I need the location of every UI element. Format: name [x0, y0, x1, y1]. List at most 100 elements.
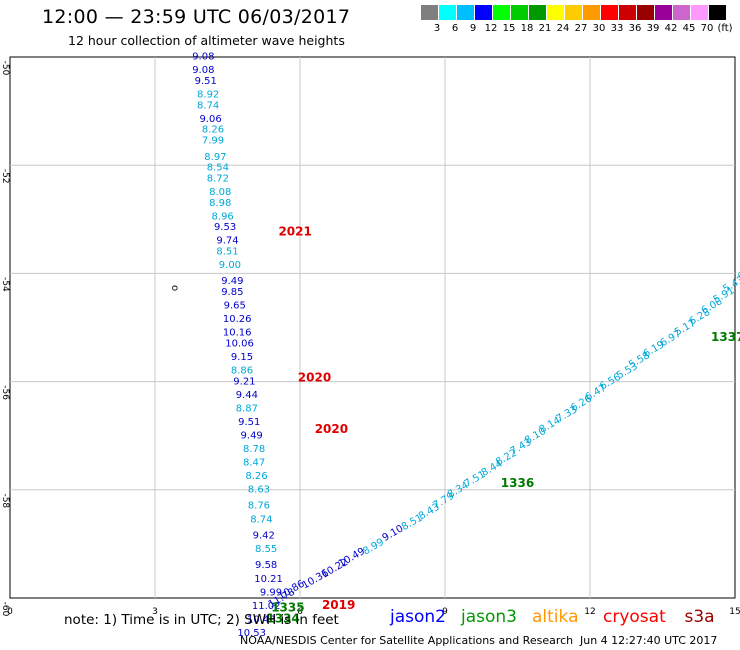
- wave-height-value: 8.08: [209, 187, 231, 198]
- wave-height-value: 6.6: [736, 265, 740, 282]
- orbit-number: 1336: [501, 476, 534, 490]
- wave-height-value: 11.02: [252, 601, 281, 612]
- wave-height-value: 9.00: [219, 260, 241, 271]
- wave-height-value: 8.55: [255, 544, 277, 555]
- scale-label: 24: [556, 23, 570, 34]
- scale-label: 36: [628, 23, 642, 34]
- scale-label: 18: [520, 23, 534, 34]
- wave-height-value: 9.08: [192, 52, 214, 63]
- scale-swatch: [511, 5, 528, 20]
- scale-swatch: [439, 5, 456, 20]
- wave-height-value: 8.26: [202, 125, 224, 136]
- axis-ticks: 0 3 6 9 12 15 -50 -52 -54 -56 -58 -60: [0, 61, 740, 617]
- scale-label: 45: [682, 23, 696, 34]
- wave-height-value: 9.85: [221, 287, 243, 298]
- orbit-number: 2021: [278, 225, 311, 239]
- wave-height-value: 10.26: [223, 314, 252, 325]
- scale-swatch: [529, 5, 546, 20]
- wave-height-value: 8.97: [204, 152, 226, 163]
- scale-label: 6: [451, 23, 459, 34]
- orbit-number: 1334: [266, 611, 299, 625]
- wave-height-value: 8.74: [197, 100, 219, 111]
- wave-height-value: 9.51: [195, 76, 217, 87]
- lon-tick-label: 0: [7, 607, 13, 617]
- scale-swatch: [637, 5, 654, 20]
- wave-height-value: 9.99: [260, 587, 282, 598]
- scale-label: 70: [700, 23, 714, 34]
- island-label: o: [169, 285, 180, 291]
- scale-label: 12: [484, 23, 498, 34]
- orbit-number: 1335: [271, 601, 304, 615]
- wave-height-value: 8.47: [243, 457, 265, 468]
- graticule: [10, 57, 735, 598]
- satellite-legend-jason2: jason2: [390, 607, 446, 627]
- wave-height-value: 9.44: [236, 390, 258, 401]
- wave-height-value: 8.86: [231, 365, 253, 376]
- wave-height-value: 10.43: [247, 614, 276, 625]
- jason-track-south-north: 9.089.089.518.928.749.068.267.998.978.54…: [192, 52, 283, 639]
- wave-height-value: 8.99: [361, 537, 386, 558]
- lat-tick-label: -52: [0, 169, 10, 184]
- wave-height-value: 9.58: [255, 560, 277, 571]
- lon-tick-label: 6: [297, 607, 303, 617]
- wave-height-value: 9.06: [199, 114, 221, 125]
- scale-swatch: [547, 5, 564, 20]
- scale-swatch: [601, 5, 618, 20]
- page-subtitle: 12 hour collection of altimeter wave hei…: [68, 33, 345, 48]
- wave-height-value: 8.87: [236, 403, 258, 414]
- wave-height-value: 9.53: [214, 222, 236, 233]
- lon-tick-label: 15: [729, 607, 740, 617]
- lon-tick-label: 12: [584, 607, 595, 617]
- scale-swatch: [655, 5, 672, 20]
- satellite-legend-cryosat: cryosat: [603, 607, 666, 627]
- wave-height-value: 8.54: [207, 163, 229, 174]
- wave-height-value: 10.21: [254, 574, 283, 585]
- scale-label: 3: [433, 23, 441, 34]
- wave-height-value: 8.26: [245, 471, 267, 482]
- wave-height-value: 8.76: [248, 501, 270, 512]
- scale-label: 15: [502, 23, 516, 34]
- wave-height-value: 8.74: [250, 514, 272, 525]
- lon-tick-label: 3: [152, 607, 158, 617]
- scale-swatch: [493, 5, 510, 20]
- scale-swatch: [709, 5, 726, 20]
- scale-label: 33: [610, 23, 624, 34]
- wave-height-value: 8.92: [197, 90, 219, 101]
- lat-tick-label: -54: [0, 277, 10, 292]
- wave-height-value: 9.49: [241, 430, 263, 441]
- wave-height-value: 10.53: [237, 628, 266, 639]
- page-title: 12:00 — 23:59 UTC 06/03/2017: [42, 6, 351, 28]
- scale-swatch: [619, 5, 636, 20]
- wave-height-value: 8.63: [248, 485, 270, 496]
- satellite-legend-altika: altika: [532, 607, 579, 627]
- timestamp: Jun 4 12:27:40 UTC 2017: [580, 634, 718, 647]
- satellite-legend-jason3: jason3: [461, 607, 517, 627]
- scale-label: 30: [592, 23, 606, 34]
- scale-label: 9: [469, 23, 477, 34]
- lat-tick-label: -56: [0, 385, 10, 400]
- scale-label: 39: [646, 23, 660, 34]
- orbit-number: 2020: [315, 422, 348, 436]
- credit-text: NOAA/NESDIS Center for Satellite Applica…: [240, 634, 574, 647]
- scale-swatch: [475, 5, 492, 20]
- scale-label: 27: [574, 23, 588, 34]
- scale-swatch: [691, 5, 708, 20]
- wave-height-value: 8.96: [212, 211, 234, 222]
- orbit-number: 1337: [711, 330, 740, 344]
- wave-height-value: 9.65: [224, 301, 246, 312]
- map-frame: [9, 56, 736, 599]
- lat-tick-label: -60: [0, 602, 10, 617]
- orbit-number: 2019: [322, 598, 355, 612]
- wave-height-value: 9.74: [216, 236, 238, 247]
- wave-height-value: 7.99: [202, 136, 224, 147]
- lat-tick-label: -50: [0, 61, 10, 76]
- scale-label: 21: [538, 23, 552, 34]
- wave-height-value: 9.49: [221, 276, 243, 287]
- wave-height-value: 8.98: [209, 198, 231, 209]
- scale-label: (ft): [717, 23, 733, 34]
- wave-height-value: 10.06: [225, 338, 254, 349]
- footer-note: note: 1) Time is in UTC; 2) SWH is in fe…: [64, 612, 339, 628]
- lon-tick-label: 9: [442, 607, 448, 617]
- wave-height-value: 5.43: [721, 274, 740, 295]
